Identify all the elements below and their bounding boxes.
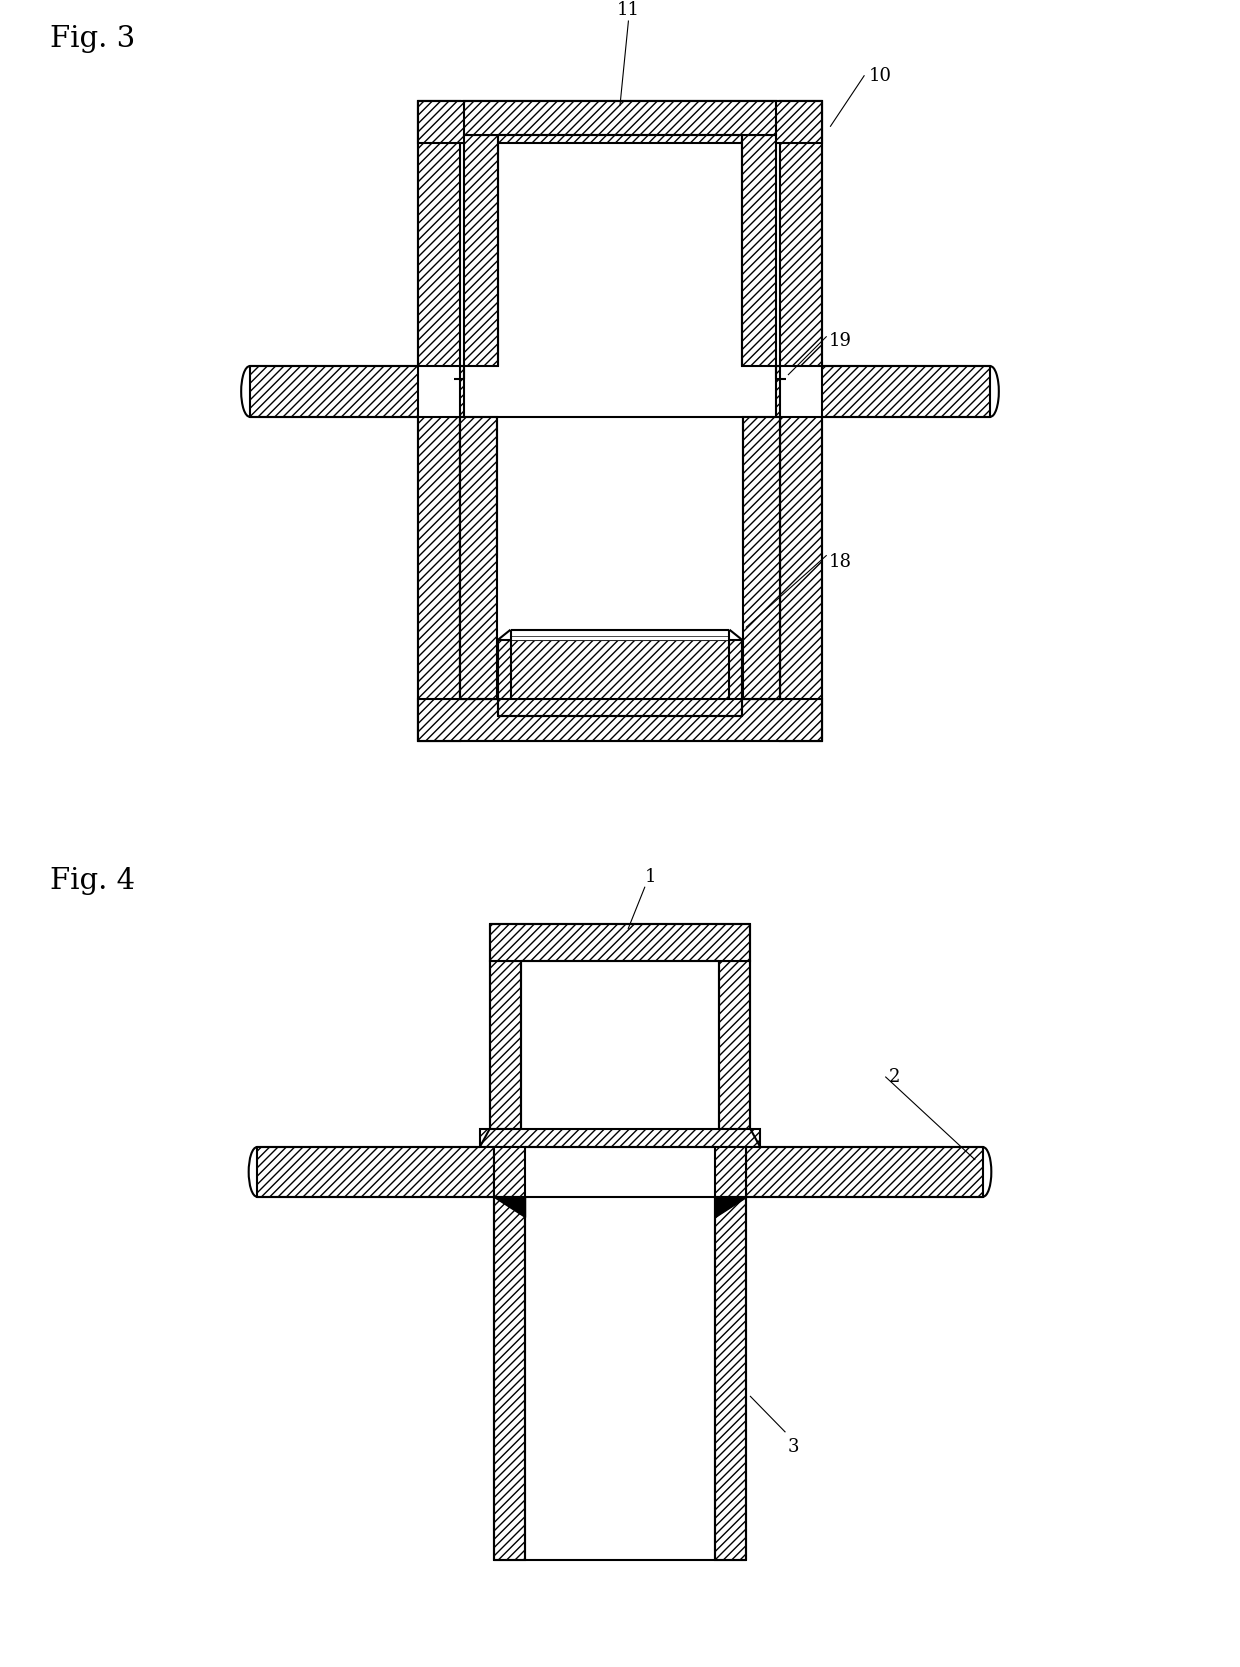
Text: 19: 19 bbox=[828, 332, 852, 350]
Bar bbox=[525, 1147, 715, 1197]
Text: Fig. 4: Fig. 4 bbox=[50, 867, 135, 895]
Bar bbox=[511, 635, 729, 640]
Bar bbox=[719, 962, 750, 1129]
Bar bbox=[418, 102, 460, 367]
Bar bbox=[460, 143, 780, 417]
Bar bbox=[525, 1197, 715, 1560]
Text: Fig. 3: Fig. 3 bbox=[50, 25, 135, 53]
Text: 2: 2 bbox=[889, 1069, 900, 1085]
Bar bbox=[776, 367, 780, 417]
Text: 10: 10 bbox=[868, 67, 892, 85]
Text: 11: 11 bbox=[618, 0, 640, 18]
Bar bbox=[822, 367, 991, 417]
Bar bbox=[418, 698, 822, 740]
Bar bbox=[460, 417, 780, 698]
Bar bbox=[780, 417, 822, 740]
Bar bbox=[480, 1129, 760, 1147]
Bar bbox=[464, 135, 498, 367]
Bar bbox=[498, 135, 742, 367]
Bar bbox=[460, 417, 497, 698]
Bar bbox=[743, 417, 780, 698]
Bar bbox=[460, 367, 464, 417]
Bar bbox=[249, 367, 418, 417]
Bar bbox=[780, 102, 822, 367]
Bar bbox=[418, 417, 460, 740]
Polygon shape bbox=[494, 1197, 525, 1217]
Bar bbox=[498, 640, 742, 715]
Text: 1: 1 bbox=[645, 867, 656, 885]
Polygon shape bbox=[715, 1197, 746, 1217]
Bar bbox=[494, 1197, 525, 1560]
Bar bbox=[490, 924, 750, 962]
Bar bbox=[257, 1147, 494, 1197]
Bar bbox=[715, 1147, 746, 1197]
Bar bbox=[742, 135, 776, 367]
Bar bbox=[490, 962, 521, 1129]
Text: 3: 3 bbox=[787, 1437, 799, 1455]
Bar bbox=[494, 1147, 525, 1197]
Bar bbox=[464, 102, 776, 135]
Bar bbox=[497, 417, 743, 698]
Bar bbox=[418, 102, 822, 143]
Bar bbox=[746, 1147, 983, 1197]
Bar bbox=[521, 962, 719, 1129]
Bar bbox=[715, 1197, 746, 1560]
Text: 18: 18 bbox=[828, 553, 852, 572]
